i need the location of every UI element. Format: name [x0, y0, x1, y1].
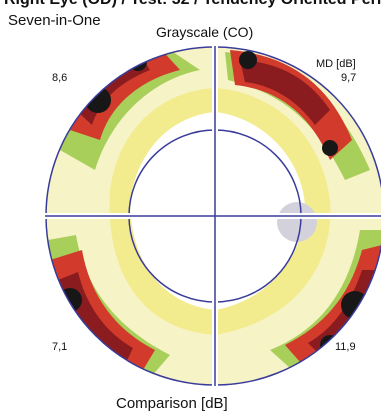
quadrant-value-bottom-left: 7,1	[52, 341, 68, 353]
field-zone-black-tr-2	[322, 140, 338, 156]
field-zone-black-br-2	[320, 335, 340, 355]
quadrant-value-top-right: 9,7	[341, 72, 357, 84]
field-zone-red-br	[285, 245, 381, 362]
field-zone-black-tl	[85, 87, 111, 113]
md-unit-label: MD [dB]	[316, 58, 356, 70]
grayscale-title: Grayscale (CO)	[156, 24, 254, 40]
field-zone-black-tr	[239, 51, 257, 69]
blind-spot	[277, 202, 317, 242]
field-zone-darkred-tr	[240, 60, 330, 125]
module-name: Seven-in-One	[8, 12, 101, 29]
quadrant-value-top-left: 8,6	[52, 72, 68, 84]
field-zone-red-tl	[70, 48, 180, 140]
field-zone-black-bl	[58, 288, 82, 312]
page-header-title: Right Eye (OD) / Test: 32 / Tendency Ori…	[4, 0, 381, 8]
field-zone-darkred-br	[308, 270, 378, 355]
quadrant-value-bottom-right: 11,9	[335, 341, 356, 353]
field-zone-green-tl	[60, 50, 200, 170]
comparison-title: Comparison [dB]	[116, 395, 228, 412]
field-zone-green-br	[270, 230, 381, 368]
